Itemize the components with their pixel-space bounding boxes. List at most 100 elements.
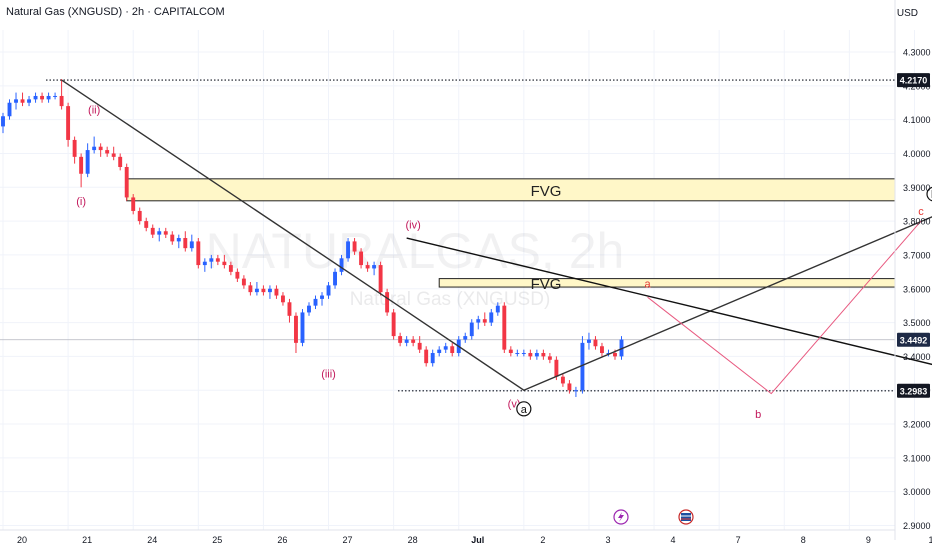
candle[interactable] xyxy=(495,302,500,316)
candle[interactable] xyxy=(521,349,526,357)
candle[interactable] xyxy=(14,92,18,110)
candle[interactable] xyxy=(33,92,38,103)
candle[interactable] xyxy=(333,268,337,289)
candle[interactable] xyxy=(209,254,214,269)
candle[interactable] xyxy=(313,295,318,310)
candle[interactable] xyxy=(215,254,220,266)
candle[interactable] xyxy=(222,254,227,269)
candle[interactable] xyxy=(241,275,246,289)
price-tag[interactable] xyxy=(897,383,930,398)
candle[interactable] xyxy=(482,312,487,326)
candle[interactable] xyxy=(339,254,344,276)
price-tag[interactable] xyxy=(897,73,930,88)
candle[interactable] xyxy=(79,153,84,188)
candle[interactable] xyxy=(326,281,331,299)
candle[interactable] xyxy=(391,309,396,340)
candle[interactable] xyxy=(476,315,481,330)
candle[interactable] xyxy=(586,332,591,350)
candle[interactable] xyxy=(508,346,513,357)
candle[interactable] xyxy=(176,234,181,249)
candle[interactable] xyxy=(267,285,272,299)
candle[interactable] xyxy=(7,99,12,120)
candle[interactable] xyxy=(430,349,435,367)
candle[interactable] xyxy=(372,261,377,276)
candle[interactable] xyxy=(137,207,142,225)
candle[interactable] xyxy=(92,136,97,154)
candle[interactable] xyxy=(235,268,240,282)
candle[interactable] xyxy=(202,258,207,272)
candle[interactable] xyxy=(131,194,136,215)
candle[interactable] xyxy=(365,261,370,272)
candle[interactable] xyxy=(254,281,259,296)
candle[interactable] xyxy=(46,92,51,103)
candle[interactable] xyxy=(287,298,292,323)
currency-label[interactable]: USD xyxy=(896,8,918,19)
candle[interactable] xyxy=(378,261,383,296)
candle[interactable] xyxy=(352,238,357,255)
candle[interactable] xyxy=(280,292,285,306)
candle[interactable] xyxy=(72,136,77,164)
candle[interactable] xyxy=(450,342,455,357)
candle[interactable] xyxy=(593,336,598,350)
candle[interactable] xyxy=(424,346,429,367)
candle[interactable] xyxy=(183,231,188,252)
candle[interactable] xyxy=(196,238,201,269)
candle[interactable] xyxy=(469,319,474,340)
candle[interactable] xyxy=(105,146,110,157)
candle[interactable] xyxy=(560,373,565,387)
candle[interactable] xyxy=(619,336,624,360)
candle[interactable] xyxy=(1,112,5,134)
candle[interactable] xyxy=(443,342,448,354)
candle[interactable] xyxy=(411,336,416,347)
candle[interactable] xyxy=(20,92,25,107)
candle[interactable] xyxy=(189,234,194,252)
candle[interactable] xyxy=(163,227,168,239)
candle[interactable] xyxy=(144,217,149,232)
candle[interactable] xyxy=(463,332,468,343)
price-tag[interactable] xyxy=(897,332,930,347)
candle[interactable] xyxy=(261,285,266,296)
candle[interactable] xyxy=(404,336,409,347)
lightning-event-icon[interactable] xyxy=(613,509,629,525)
candle[interactable] xyxy=(515,349,520,357)
candle[interactable] xyxy=(547,353,552,364)
candle[interactable] xyxy=(528,349,533,360)
candle[interactable] xyxy=(398,332,403,347)
candle[interactable] xyxy=(85,143,90,178)
candle[interactable] xyxy=(320,292,324,306)
candle[interactable] xyxy=(300,309,305,347)
candle[interactable] xyxy=(59,79,64,110)
candle[interactable] xyxy=(359,248,364,269)
flag-event-icon[interactable] xyxy=(678,509,694,525)
candle[interactable] xyxy=(150,224,155,239)
candle[interactable] xyxy=(294,312,298,354)
candle[interactable] xyxy=(274,285,279,299)
event-icon-layer[interactable] xyxy=(613,509,694,525)
candle[interactable] xyxy=(606,349,611,357)
candle[interactable] xyxy=(228,261,233,276)
candle[interactable] xyxy=(124,163,129,201)
candle[interactable] xyxy=(98,143,103,157)
candle[interactable] xyxy=(66,102,71,147)
candle-layer[interactable] xyxy=(1,79,624,397)
candle[interactable] xyxy=(118,153,123,171)
candle[interactable] xyxy=(346,238,351,262)
candle[interactable] xyxy=(157,227,162,242)
candle[interactable] xyxy=(385,288,390,316)
y-axis[interactable]: 4.30004.20004.10004.00003.90003.80003.70… xyxy=(894,0,931,540)
candle[interactable] xyxy=(573,386,578,397)
candle[interactable] xyxy=(534,349,539,360)
candle[interactable] xyxy=(248,281,253,296)
candle[interactable] xyxy=(170,231,175,245)
candle[interactable] xyxy=(502,302,507,354)
candle[interactable] xyxy=(417,336,422,354)
candle[interactable] xyxy=(53,92,58,100)
candle[interactable] xyxy=(40,92,45,103)
candle[interactable] xyxy=(567,380,572,394)
candle[interactable] xyxy=(489,309,494,326)
candle[interactable] xyxy=(541,349,546,360)
x-axis[interactable]: 20212425262728Jul2347891011121516 xyxy=(0,529,932,545)
candle[interactable] xyxy=(600,342,604,357)
candle[interactable] xyxy=(111,146,116,161)
